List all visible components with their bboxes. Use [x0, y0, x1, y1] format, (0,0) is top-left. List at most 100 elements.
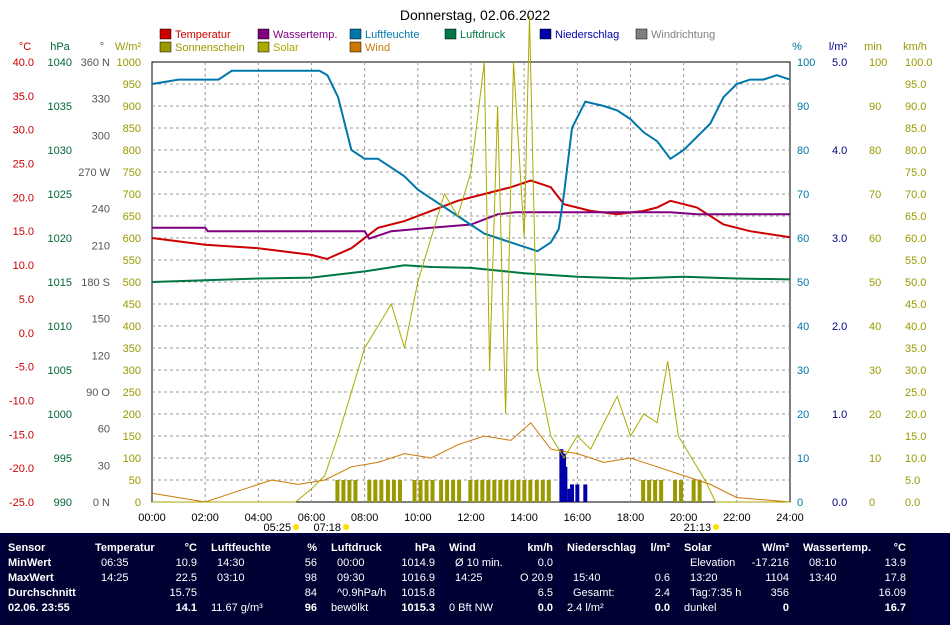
axis-tick-label: 40.0 — [13, 57, 34, 69]
axis-tick-label: 50 — [869, 277, 881, 289]
summary-cell-value: 1104 — [765, 572, 789, 584]
summary-cell-label: 03:10 — [217, 572, 245, 584]
axis-tick-label: 240 — [92, 204, 110, 216]
axis-tick-label: 360 N — [81, 57, 110, 69]
summary-group-unit: °C — [184, 542, 197, 554]
sun-marker — [713, 524, 720, 530]
summary-cell-label: 13:40 — [809, 572, 837, 584]
summary-cell-value: 0.6 — [654, 572, 670, 584]
axis-tick-label: 80.0 — [905, 145, 926, 157]
chart-title: Donnerstag, 02.06.2022 — [400, 7, 550, 23]
x-tick-label: 22:00 — [723, 512, 751, 524]
x-tick-label: 06:00 — [298, 512, 326, 524]
legend-swatch — [159, 41, 172, 53]
axis-tick-label: 100 — [797, 57, 815, 69]
axis-tick-label: 30.0 — [905, 365, 926, 377]
sunshine-bar — [647, 480, 652, 502]
legend-label: Luftdruck — [460, 29, 506, 41]
summary-cell-label: 0 Bft NW — [449, 602, 494, 614]
legend-label: Windrichtung — [651, 29, 715, 41]
sunshine-bar — [439, 480, 444, 502]
axis-tick-label: 60 — [98, 424, 110, 436]
plot-area — [151, 16, 791, 503]
axis-tick-label: 200 — [123, 409, 141, 421]
axis-tick-label: 90.0 — [905, 101, 926, 113]
axis-tick-label: 70 — [869, 189, 881, 201]
x-tick-label: 16:00 — [564, 512, 592, 524]
axis-unit-label: km/h — [903, 41, 927, 53]
axis-tick-label: 990 — [54, 497, 72, 509]
sunshine-bar — [516, 480, 521, 502]
summary-column: Temperatur °C 06:35 10.9 14:25 22.5 15.75 14.1 — [89, 536, 203, 624]
sunshine-bar — [424, 480, 429, 502]
rain-bar — [570, 484, 575, 502]
legend-label: Luftfeuchte — [365, 29, 419, 41]
sunshine-bar — [373, 480, 378, 502]
series-line-wassertemp — [152, 211, 790, 240]
sunshine-bar — [510, 480, 515, 502]
summary-group-unit: km/h — [527, 542, 553, 554]
sunshine-bar — [347, 480, 352, 502]
axis-tick-label: 90 O — [86, 387, 110, 399]
summary-cell-value: 84 — [304, 587, 317, 599]
axis-tick-label: 270 W — [78, 167, 110, 179]
sunshine-bar — [367, 480, 372, 502]
weather-chart: Donnerstag, 02.06.2022 Temperatur Wassert… — [9, 7, 933, 533]
rain-bar — [567, 488, 572, 502]
summary-cell-label: dunkel — [684, 602, 717, 614]
axis-tick-label: 60 — [869, 233, 881, 245]
x-tick-label: 02:00 — [191, 512, 219, 524]
axis-tick-label: 95.0 — [905, 79, 926, 91]
sun-time-label: 07:18 — [314, 522, 342, 533]
axis-tick-label: 1020 — [48, 233, 72, 245]
axis-tick-label: -5.0 — [15, 362, 34, 374]
sunshine-bar — [445, 480, 450, 502]
axis-tick-label: -10.0 — [9, 395, 34, 407]
summary-cell-value: 15.75 — [169, 587, 197, 599]
series-line-wind — [151, 422, 791, 503]
summary-cell-value: 96 — [304, 602, 317, 614]
sunshine-bar — [522, 480, 527, 502]
summary-group-title: Temperatur — [95, 542, 155, 554]
axis-tick-label: 850 — [123, 123, 141, 135]
axis-tick-label: 30 — [869, 365, 881, 377]
axis-tick-label: 40 — [869, 321, 881, 333]
axis-unit-label: ° — [100, 41, 104, 53]
sunshine-bar — [540, 480, 545, 502]
summary-row-label: MinWert — [8, 557, 52, 569]
sunshine-bar — [653, 480, 658, 502]
summary-group-title: Solar — [684, 542, 712, 554]
axis-tick-label: 1030 — [48, 145, 72, 157]
axis-tick-label: 0 — [869, 497, 875, 509]
summary-cell-label: 14:30 — [217, 557, 245, 569]
summary-cell-label: 14:25 — [455, 572, 483, 584]
x-tick-label: 04:00 — [245, 512, 273, 524]
series-line-solar — [152, 16, 790, 503]
axis-tick-label: 0.0 — [19, 328, 34, 340]
axis-tick-label: 1015 — [48, 277, 72, 289]
axis-tick-label: 80 — [869, 145, 881, 157]
summary-cell-value: 0.0 — [537, 557, 553, 569]
axis-tick-label: 50 — [797, 277, 809, 289]
sunshine-bar — [697, 480, 702, 502]
sunshine-bar — [341, 480, 346, 502]
axis-tick-label: 1000 — [117, 57, 141, 69]
axis-tick-label: 25.0 — [13, 159, 34, 171]
axis-tick-label: 450 — [123, 299, 141, 311]
summary-cell-label: 08:10 — [809, 557, 837, 569]
axis-tick-label: 400 — [123, 321, 141, 333]
sunshine-bar — [528, 480, 533, 502]
summary-cell-label: Ø 10 min. — [455, 557, 503, 569]
axis-tick-label: 65.0 — [905, 211, 926, 223]
axis-tick-label: 150 — [92, 314, 110, 326]
axis-tick-label: 180 S — [81, 277, 110, 289]
summary-cell-label: 2.4 l/m² — [567, 602, 604, 614]
axis-tick-label: 500 — [123, 277, 141, 289]
sunshine-bar — [691, 480, 696, 502]
sunshine-bar — [451, 480, 456, 502]
summary-cell-value: 98 — [304, 572, 317, 584]
summary-column: Luftdruck hPa 00:00 1014.9 09:30 1016.9 ^0.9hP… — [325, 536, 441, 624]
axis-tick-label: 55.0 — [905, 255, 926, 267]
summary-group-unit: W/m² — [762, 542, 789, 554]
axis-tick-label: 20 — [869, 409, 881, 421]
